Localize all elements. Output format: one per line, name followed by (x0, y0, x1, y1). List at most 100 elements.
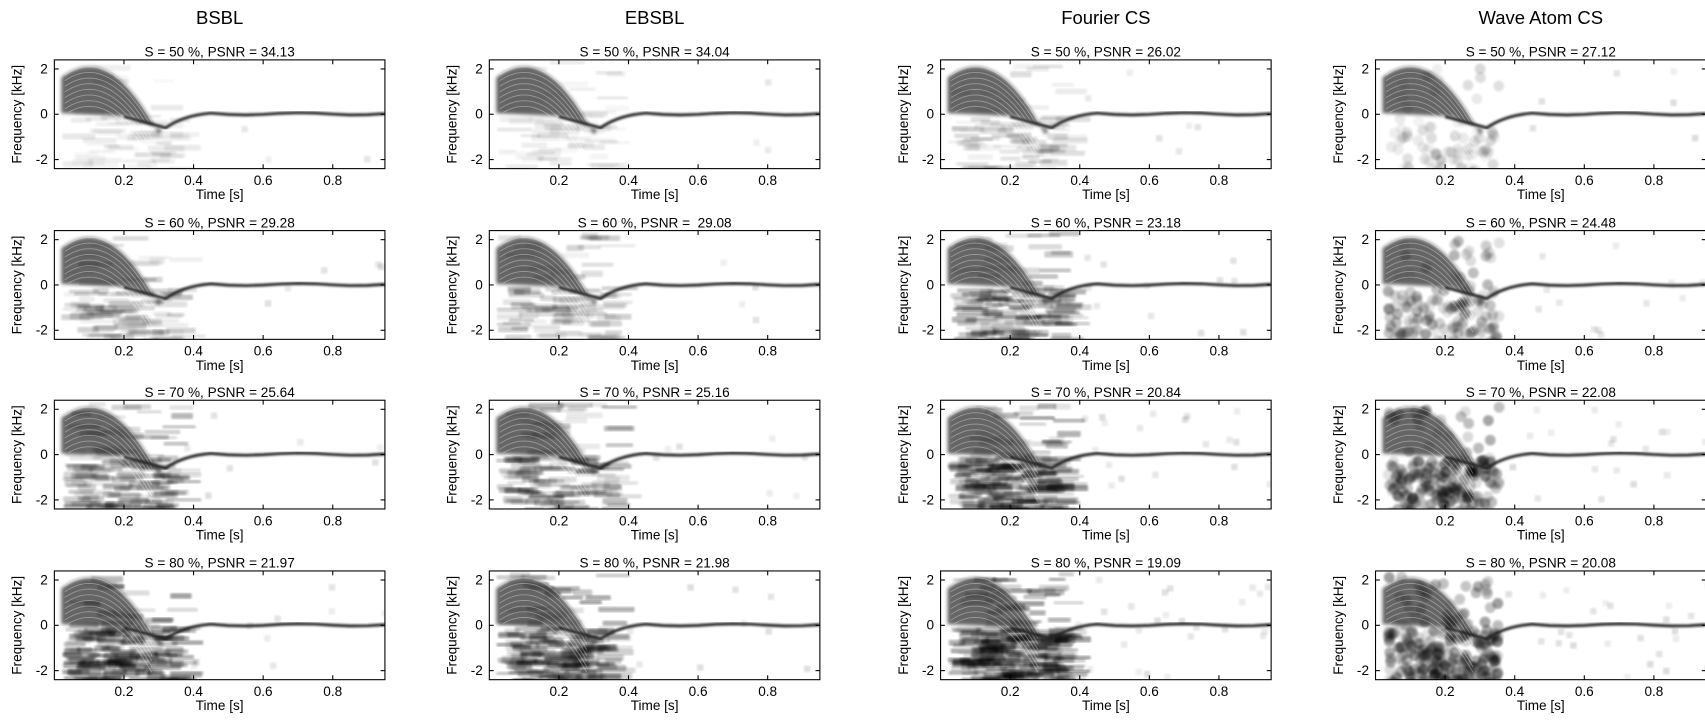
spectrogram-image (947, 63, 1272, 169)
spectrogram-image (496, 61, 820, 169)
noise (1013, 601, 1045, 607)
x-tick-label: 0.2 (115, 513, 134, 528)
noise (1465, 255, 1477, 267)
y-tick-label: 0 (1361, 618, 1369, 633)
harmonic (499, 440, 588, 497)
noise (100, 676, 121, 680)
noise (1057, 672, 1088, 677)
noise (264, 300, 272, 307)
harmonic (950, 594, 1039, 651)
noise (1484, 434, 1496, 446)
noise (964, 479, 981, 484)
noise (1402, 326, 1414, 338)
noise (132, 434, 169, 440)
noise (1436, 161, 1448, 169)
panel: 0.2 0.4 0.6 0.8 -2 0 2 S = 80 %, PSNR = 21.97 Ti… (10, 556, 386, 713)
noise (265, 156, 272, 163)
noise (166, 327, 196, 334)
noise (581, 262, 614, 267)
noise (537, 132, 569, 138)
panel: 0.2 0.4 0.6 0.8 -2 0 2 S = 60 %, PSNR = 29.08 Ti… (445, 215, 821, 373)
arch (496, 66, 598, 135)
noise (1401, 130, 1413, 142)
y-tick-label: -2 (36, 152, 48, 167)
noise (193, 658, 200, 666)
harmonic (1385, 270, 1474, 327)
noise (1120, 641, 1128, 648)
noise (154, 79, 174, 83)
ridge (558, 622, 820, 641)
noise (1426, 132, 1437, 144)
noise (1493, 476, 1505, 488)
noise (1026, 482, 1046, 487)
x-tick-label: 0.4 (619, 173, 638, 188)
harmonic (503, 105, 588, 162)
noise (1149, 410, 1157, 418)
y-tick-label: -2 (471, 323, 483, 338)
harmonic (64, 583, 153, 639)
ridge (1444, 111, 1705, 130)
noise (528, 494, 564, 499)
x-tick-label: 0.6 (1140, 173, 1159, 188)
harmonic (950, 253, 1039, 310)
noise (537, 483, 571, 487)
noise (1474, 63, 1486, 75)
x-axis-label: Time [s] (1517, 698, 1565, 713)
noise (1414, 646, 1425, 658)
ridge (1009, 451, 1272, 470)
noise (769, 435, 776, 442)
y-tick-label: -2 (922, 492, 934, 507)
noise (1665, 602, 1673, 609)
harmonic (64, 440, 153, 497)
noise (567, 643, 594, 648)
noise (1259, 632, 1267, 640)
y-tick-label: -2 (36, 492, 48, 507)
noise (578, 667, 599, 673)
harmonic (499, 423, 588, 480)
harmonic (1385, 588, 1474, 645)
noise (87, 311, 114, 316)
noise (598, 665, 627, 672)
noise (1459, 406, 1471, 417)
y-tick-label: -2 (471, 492, 483, 507)
harmonic (64, 605, 153, 662)
noise (364, 155, 371, 163)
harmonic (1389, 446, 1474, 502)
noise (328, 608, 336, 615)
x-tick-label: 0.6 (1575, 173, 1594, 188)
noise (1472, 581, 1484, 593)
harmonic (950, 434, 1039, 491)
noise (1679, 294, 1686, 302)
noise (1413, 116, 1425, 127)
noise (1480, 470, 1492, 482)
noise (1672, 635, 1680, 643)
noise (1478, 335, 1490, 340)
harmonic (64, 577, 153, 634)
noise (1462, 431, 1474, 443)
noise (1175, 148, 1183, 155)
y-axis-label: Frequency [kHz] (896, 405, 911, 504)
x-tick-label: 0.4 (184, 513, 203, 528)
noise (1615, 421, 1623, 428)
x-tick-label: 0.2 (1436, 344, 1455, 359)
spectrogram-image (61, 401, 385, 509)
noise (274, 615, 281, 622)
spectrogram-image (947, 231, 1272, 340)
harmonic (64, 265, 153, 321)
harmonic (64, 237, 153, 293)
harmonic (950, 417, 1039, 474)
noise (569, 87, 596, 92)
noise (1431, 294, 1443, 306)
noise (521, 651, 542, 658)
noise (793, 492, 800, 500)
noise (956, 311, 989, 317)
noise (1534, 495, 1542, 502)
noise (602, 300, 633, 305)
harmonic (1385, 429, 1474, 485)
noise (569, 311, 607, 316)
noise (998, 165, 1034, 169)
y-tick-label: -2 (1357, 152, 1369, 167)
noise (601, 506, 631, 509)
y-tick-label: 2 (926, 572, 934, 587)
noise (134, 669, 151, 676)
